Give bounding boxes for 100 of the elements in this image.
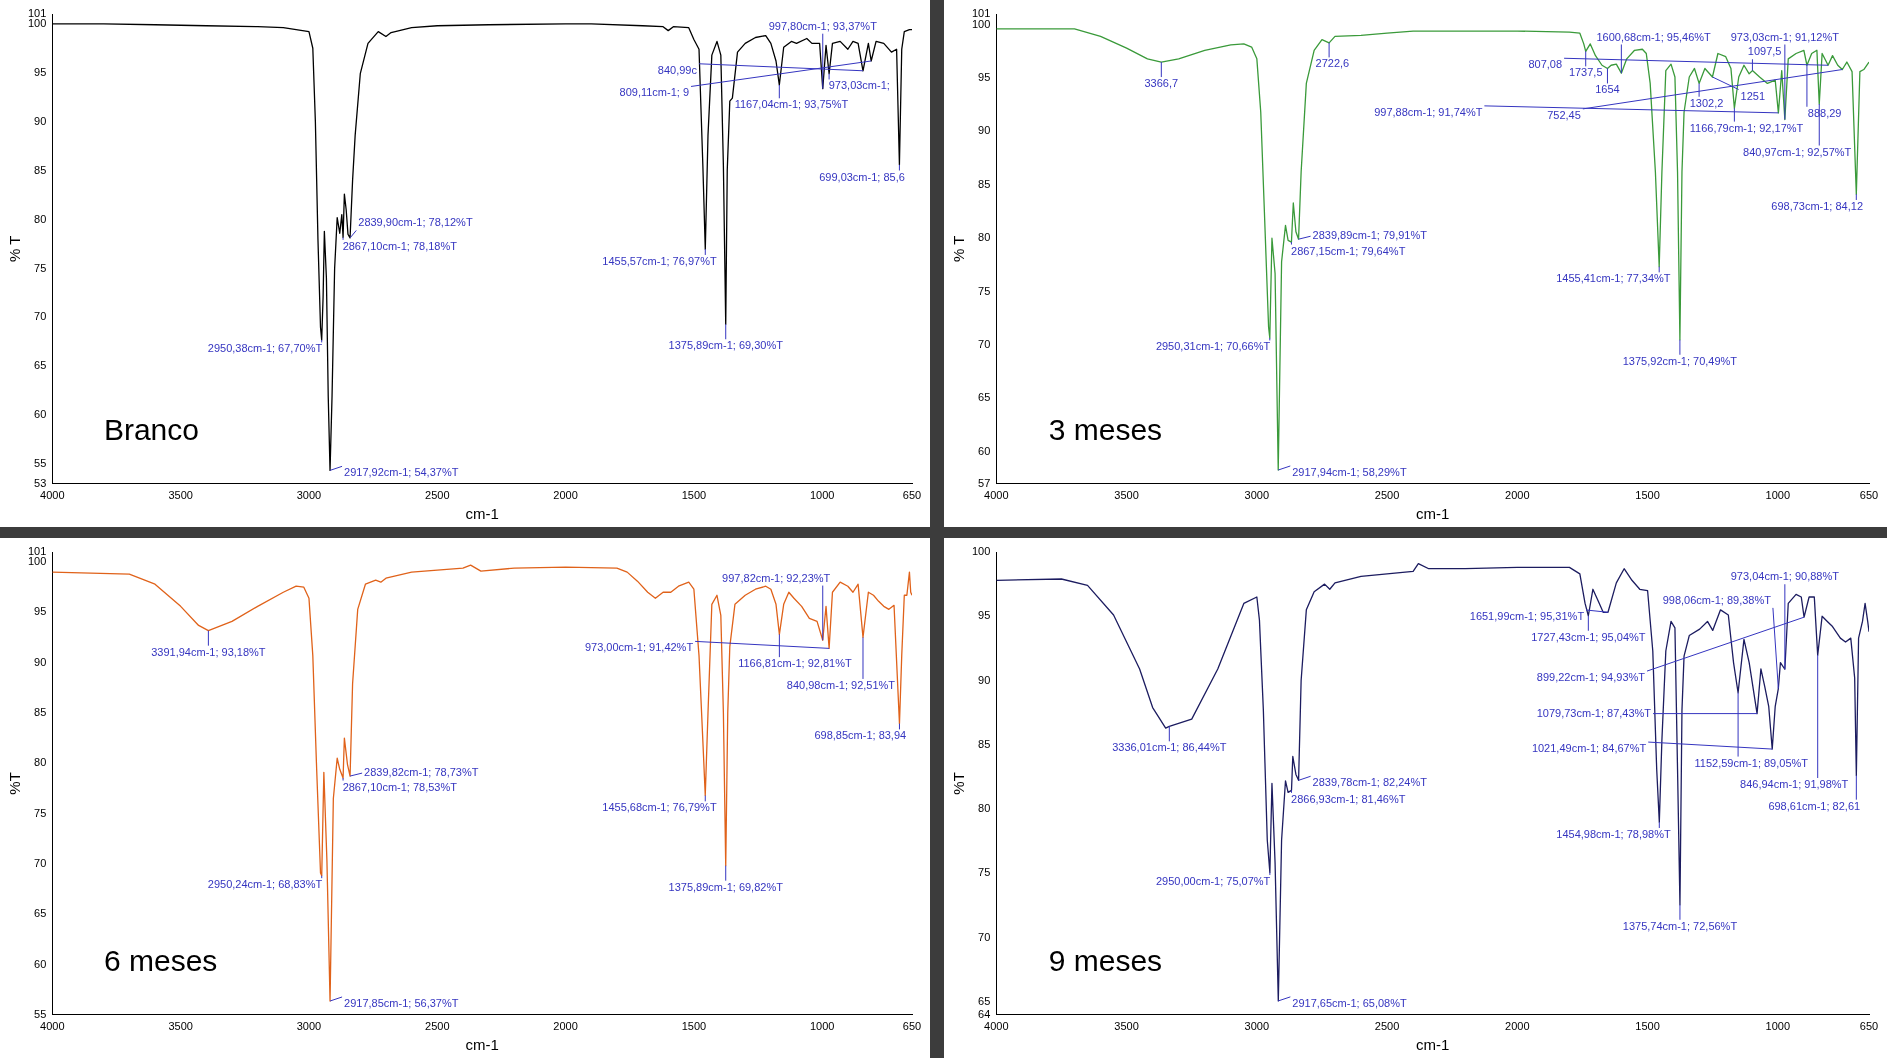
- annotation: 2839,89cm-1; 79,91%T: [1312, 229, 1428, 242]
- y-tick-label: 65: [978, 994, 991, 1007]
- annotation: 973,03cm-1;: [828, 79, 890, 92]
- y-tick-label: 60: [978, 444, 991, 457]
- y-tick-label: 95: [978, 609, 991, 622]
- x-tick-label: 3500: [1114, 489, 1139, 502]
- annotation: 809,11cm-1; 9: [619, 86, 690, 99]
- y-tick-label: 85: [34, 706, 47, 719]
- x-tick-label: 1000: [1765, 1020, 1791, 1033]
- annotation: 1375,89cm-1; 69,30%T: [668, 339, 784, 352]
- y-tick-label: 53: [34, 476, 47, 489]
- annotation: 1152,59cm-1; 89,05%T: [1694, 756, 1809, 769]
- y-tick-label: 75: [34, 806, 47, 819]
- y-tick-label: 70: [978, 338, 991, 351]
- x-tick-label: 3500: [168, 1020, 193, 1033]
- x-tick-label: 1000: [809, 1020, 835, 1033]
- annotation: 1375,92cm-1; 70,49%T: [1622, 354, 1738, 367]
- annotation: 2950,00cm-1; 75,07%T: [1155, 875, 1271, 888]
- annotation: 899,22cm-1; 94,93%T: [1536, 671, 1646, 684]
- y-tick-label: 75: [978, 866, 991, 879]
- annotation: 2950,31cm-1; 70,66%T: [1155, 340, 1271, 353]
- y-tick-label: 64: [978, 1007, 991, 1020]
- x-tick-label: 2500: [1374, 489, 1400, 502]
- x-tick-label: 2500: [425, 489, 450, 502]
- annotation: 1375,74cm-1; 72,56%T: [1622, 919, 1738, 932]
- annotation: 2867,15cm-1; 79,64%T: [1291, 244, 1406, 257]
- annotation: 973,03cm-1; 91,12%T: [1730, 30, 1840, 43]
- annotation: 1166,81cm-1; 92,81%T: [738, 657, 852, 670]
- x-tick-label: 2000: [1505, 489, 1530, 502]
- y-tick-label: 65: [34, 907, 47, 920]
- annotation: 1375,89cm-1; 69,82%T: [668, 880, 784, 893]
- annotation: 1166,79cm-1; 92,17%T: [1689, 121, 1804, 134]
- annotation: 840,97cm-1; 92,57%T: [1743, 145, 1852, 158]
- y-tick-label: 75: [34, 261, 47, 274]
- annotation: 2917,65cm-1; 65,08%T: [1292, 996, 1407, 1009]
- annotation: 1167,04cm-1; 93,75%T: [734, 98, 849, 111]
- annotation: 997,88cm-1; 91,74%T: [1374, 105, 1483, 118]
- y-tick-label: 70: [978, 930, 991, 943]
- y-tick-label: 90: [34, 114, 47, 127]
- y-tick-label: 60: [34, 408, 47, 421]
- annotation: 2917,85cm-1; 56,37%T: [344, 997, 459, 1010]
- annotation: 2950,38cm-1; 67,70%T: [207, 342, 323, 355]
- annotation: 846,94cm-1; 91,98%T: [1740, 778, 1849, 791]
- y-tick-label: 80: [34, 212, 47, 225]
- x-tick-label: 3000: [1244, 489, 1270, 502]
- y-tick-label: 70: [34, 856, 47, 869]
- annotation: 1651,99cm-1; 95,31%T: [1469, 610, 1585, 623]
- text: 3 meses: [1048, 412, 1163, 446]
- y-tick-label: 95: [34, 605, 47, 618]
- annotation: 973,04cm-1; 90,88%T: [1730, 570, 1840, 583]
- annotation: 752,45: [1547, 108, 1581, 121]
- annotation: 998,06cm-1; 89,38%T: [1662, 593, 1772, 606]
- x-tick-label: 2500: [1374, 1020, 1400, 1033]
- annotation: 807,08: [1528, 58, 1563, 71]
- y-tick-label: 101: [971, 7, 991, 20]
- x-tick-label: 4000: [984, 1020, 1009, 1033]
- y-tick-label: 85: [978, 737, 991, 750]
- y-tick-label: 70: [34, 310, 47, 323]
- annotation: 2866,93cm-1; 81,46%T: [1291, 792, 1406, 805]
- y-tick-label: 95: [978, 71, 991, 84]
- y-tick-label: 80: [978, 231, 991, 244]
- x-tick-label: 1500: [681, 1020, 707, 1033]
- y-tick-label: 85: [978, 177, 991, 190]
- x-axis-title: cm-1: [1416, 505, 1450, 523]
- x-tick-label: 650: [1859, 1020, 1879, 1033]
- annotation: 1737,5: [1568, 66, 1603, 79]
- y-tick-label: 90: [978, 673, 991, 686]
- annotation: 2867,10cm-1; 78,53%T: [342, 780, 458, 793]
- annotation: 1455,41cm-1; 77,34%T: [1556, 272, 1671, 285]
- y-tick-label: 100: [971, 545, 991, 558]
- y-axis-title: % T: [6, 235, 24, 263]
- annotation: 2839,78cm-1; 82,24%T: [1312, 776, 1428, 789]
- y-tick-label: 101: [27, 545, 47, 558]
- annotation: 997,82cm-1; 92,23%T: [722, 571, 831, 584]
- x-tick-label: 2000: [553, 1020, 578, 1033]
- annotation: 1302,2: [1689, 96, 1724, 109]
- x-tick-label: 3500: [1114, 1020, 1139, 1033]
- x-tick-label: 2000: [1505, 1020, 1530, 1033]
- annotation: 698,73cm-1; 84,12: [1771, 200, 1863, 213]
- y-tick-label: 85: [34, 163, 47, 176]
- annotation: 698,85cm-1; 83,94: [814, 729, 907, 742]
- x-tick-label: 4000: [984, 489, 1009, 502]
- annotation: 1251: [1740, 89, 1766, 102]
- x-tick-label: 1000: [1765, 489, 1791, 502]
- annotation: 1454,98cm-1; 78,98%T: [1556, 828, 1671, 841]
- text: 6 meses: [103, 943, 218, 977]
- y-tick-label: 60: [34, 957, 47, 970]
- y-axis-title: % T: [950, 235, 968, 263]
- x-tick-label: 1000: [809, 489, 835, 502]
- y-tick-label: 65: [34, 359, 47, 372]
- x-tick-label: 3000: [296, 1020, 322, 1033]
- x-tick-label: 4000: [40, 1020, 65, 1033]
- annotation: 3336,01cm-1; 86,44%T: [1112, 741, 1227, 754]
- annotation: 1021,49cm-1; 84,67%T: [1531, 742, 1647, 755]
- annotation: 2917,92cm-1; 54,37%T: [344, 466, 459, 479]
- annotation: 2867,10cm-1; 78,18%T: [342, 239, 458, 252]
- y-tick-label: 90: [34, 655, 47, 668]
- x-tick-label: 3500: [168, 489, 193, 502]
- annotation: 2722,6: [1315, 57, 1350, 70]
- y-tick-label: 100: [971, 17, 991, 30]
